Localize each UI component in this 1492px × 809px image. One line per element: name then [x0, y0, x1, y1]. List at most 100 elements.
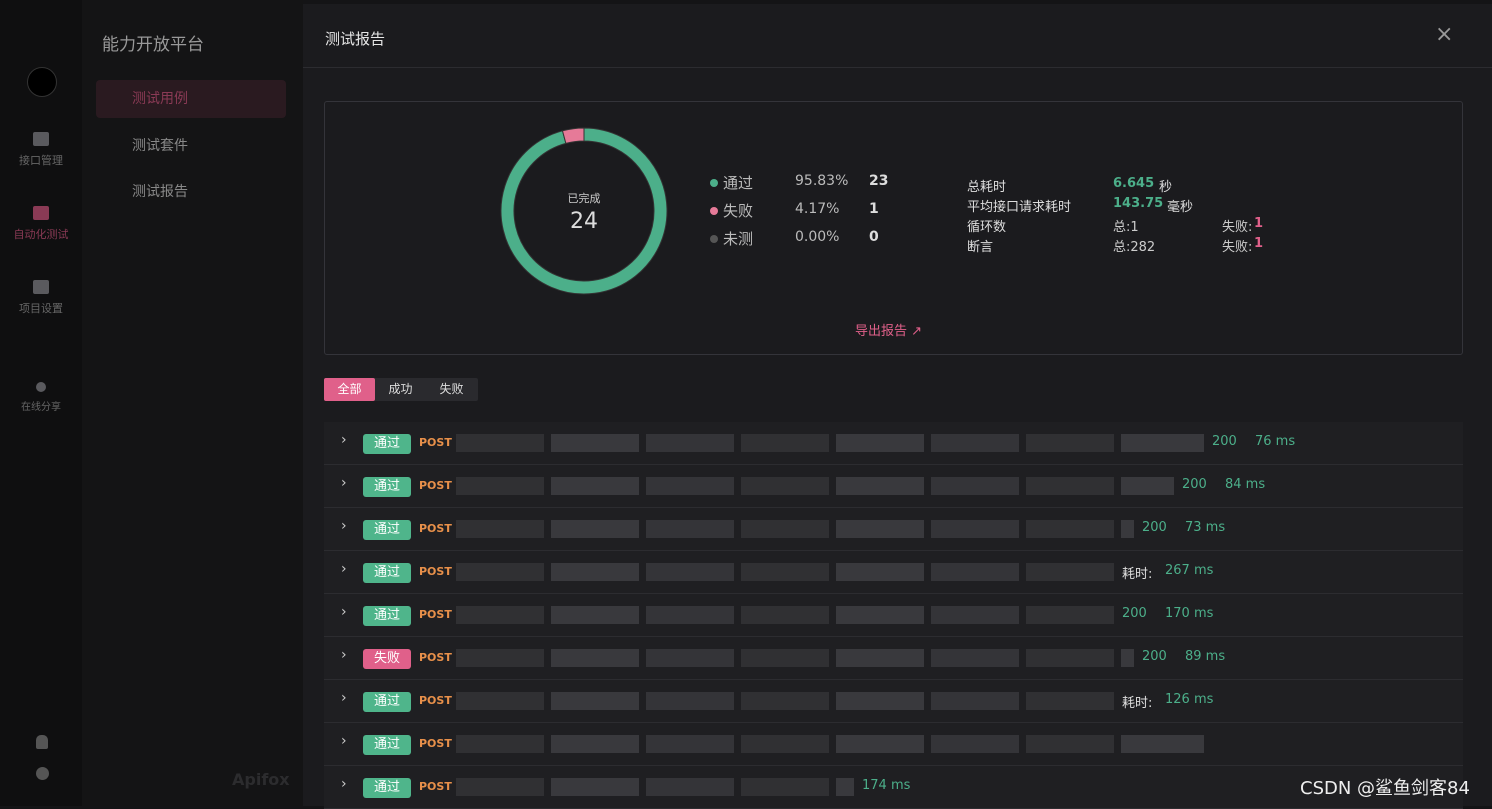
stat-label: 总耗时	[967, 180, 1007, 195]
chevron: ›	[341, 475, 347, 491]
donut-segment	[500, 127, 668, 295]
settings-icon[interactable]	[36, 767, 49, 780]
result-row[interactable]: › 通过 POST 200 170 ms	[324, 594, 1463, 637]
blurred-text	[1026, 477, 1114, 495]
stat-value: 143.75	[1113, 196, 1164, 211]
blurred-text	[646, 649, 734, 667]
nav-item[interactable]: 在线分享	[0, 382, 82, 413]
donut-segment	[561, 127, 585, 144]
result-row[interactable]: › 通过 POST 200 84 ms	[324, 465, 1463, 508]
legend-percent: 95.83%	[795, 173, 849, 189]
export-link[interactable]: 导出报告 ↗	[855, 324, 923, 339]
blurred-text	[646, 778, 734, 796]
close-button[interactable]: ×	[1435, 22, 1454, 47]
blurred-text	[551, 735, 639, 753]
duration: 89 ms	[1185, 649, 1226, 664]
blurred-text	[551, 649, 639, 667]
legend-percent: 4.17%	[795, 201, 840, 217]
blurred-text	[646, 735, 734, 753]
blurred-text	[836, 606, 924, 624]
nav-item[interactable]: 项目设置	[0, 280, 82, 316]
status-badge: 通过	[363, 520, 411, 540]
tabs: 全部 成功 失败	[324, 378, 478, 401]
blurred-text	[646, 563, 734, 581]
center-total: 24	[570, 209, 598, 234]
bell-icon[interactable]	[36, 735, 48, 749]
blurred-text	[1026, 649, 1114, 667]
result-row[interactable]: › 通过 POST 耗时: 126 ms	[324, 680, 1463, 723]
blurred-text	[551, 477, 639, 495]
menu-item[interactable]: 测试套件	[132, 138, 188, 154]
blurred-text	[551, 520, 639, 538]
tab[interactable]: 全部	[324, 378, 375, 401]
blurred-text	[456, 477, 544, 495]
blurred-text	[551, 778, 639, 796]
tab[interactable]: 成功	[388, 382, 413, 396]
method: POST	[419, 608, 452, 621]
result-row[interactable]: › 通过 POST 174 ms	[324, 766, 1463, 809]
result-row[interactable]: › 通过 POST 200 73 ms	[324, 508, 1463, 551]
blurred-text	[741, 692, 829, 710]
blurred-text	[836, 434, 924, 452]
chevron: ›	[341, 776, 347, 792]
logo	[27, 67, 57, 97]
legend-dot	[710, 235, 718, 243]
blurred-text	[456, 692, 544, 710]
blurred-text	[1026, 735, 1114, 753]
blurred-text	[836, 692, 924, 710]
method: POST	[419, 436, 452, 449]
duration: 267 ms	[1165, 563, 1214, 578]
blurred-text	[931, 434, 1019, 452]
watermark: CSDN @鲨鱼剑客84	[1300, 778, 1470, 799]
blurred-text	[551, 563, 639, 581]
result-row[interactable]: › 失败 POST 200 89 ms	[324, 637, 1463, 680]
legend-dot	[710, 179, 718, 187]
result-row[interactable]: › 通过 POST	[324, 723, 1463, 766]
status-code: 耗时:	[1122, 567, 1153, 582]
tab[interactable]: 失败	[439, 382, 464, 396]
project-title[interactable]: 能力开放平台	[102, 35, 204, 55]
nav-item[interactable]: 自动化测试	[0, 206, 82, 242]
blurred-text	[646, 606, 734, 624]
blurred-text	[1121, 434, 1204, 452]
nav-label: 接口管理	[19, 154, 63, 167]
result-row[interactable]: › 通过 POST 200 76 ms	[324, 422, 1463, 465]
menu-item[interactable]: 测试报告	[132, 184, 188, 200]
blurred-text	[551, 692, 639, 710]
status-badge: 通过	[363, 735, 411, 755]
menu-item[interactable]: 测试用例	[96, 80, 286, 118]
status-badge: 通过	[363, 563, 411, 583]
blurred-text	[931, 649, 1019, 667]
blurred-text	[1121, 649, 1134, 667]
blurred-text	[931, 477, 1019, 495]
blurred-text	[456, 563, 544, 581]
blurred-text	[1026, 520, 1114, 538]
blurred-text	[931, 520, 1019, 538]
duration: 84 ms	[1225, 477, 1266, 492]
stat-fail-label: 失败:	[1222, 220, 1253, 235]
chevron: ›	[341, 647, 347, 663]
blurred-text	[931, 606, 1019, 624]
nav-label: 自动化测试	[13, 228, 69, 241]
blurred-text	[1026, 692, 1114, 710]
blurred-text	[646, 520, 734, 538]
result-row[interactable]: › 通过 POST 耗时: 267 ms	[324, 551, 1463, 594]
chevron: ›	[341, 561, 347, 577]
blurred-text	[1121, 735, 1204, 753]
blurred-text	[1026, 563, 1114, 581]
legend-count: 23	[869, 173, 889, 189]
blurred-text	[836, 735, 924, 753]
blurred-text	[836, 778, 854, 796]
nav-item[interactable]: 接口管理	[0, 132, 82, 168]
blurred-text	[741, 477, 829, 495]
legend-name: 未测	[723, 230, 754, 248]
report-modal: 测试报告 × 已完成 24 通过 95.83% 23 失败 4.17% 1 未测 0.00% 0…	[303, 4, 1492, 809]
blurred-text	[931, 692, 1019, 710]
blurred-text	[931, 563, 1019, 581]
method: POST	[419, 565, 452, 578]
status-code: 耗时:	[1122, 696, 1153, 711]
blurred-text	[456, 649, 544, 667]
chevron: ›	[341, 733, 347, 749]
duration: 170 ms	[1165, 606, 1214, 621]
